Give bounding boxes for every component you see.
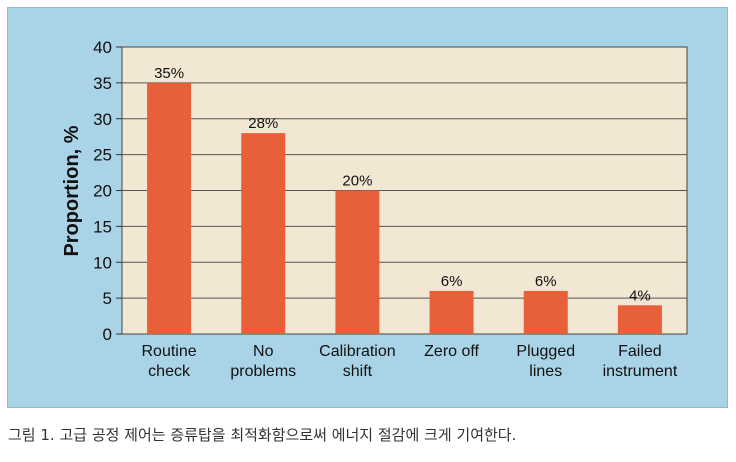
bar — [335, 190, 380, 334]
bar — [429, 290, 474, 334]
y-tick-label: 35 — [93, 74, 112, 93]
x-tick-label: Failed — [618, 343, 662, 360]
x-tick-label: No — [253, 343, 274, 360]
y-tick-label: 0 — [103, 325, 112, 344]
x-tick-label: lines — [529, 363, 562, 380]
bar-chart: 0 5 10 15 20 25 30 35 40 Routine check No problems C… — [61, 38, 688, 380]
y-axis-label: Proportion, % — [61, 125, 83, 256]
data-label: 4% — [629, 287, 651, 304]
figure-panel: 0 5 10 15 20 25 30 35 40 Routine check No problems C… — [7, 7, 728, 408]
data-label: 28% — [248, 115, 278, 132]
x-tick-label: Zero off — [424, 343, 479, 360]
y-tick-label: 15 — [93, 217, 112, 236]
figure-caption: 그림 1. 고급 공정 제어는 증류탑을 최적화함으로써 에너지 절감에 크게 … — [8, 426, 517, 444]
x-tick-label: problems — [230, 363, 296, 380]
x-tick-label: check — [148, 363, 191, 380]
bar — [523, 290, 568, 334]
bar — [147, 82, 192, 334]
x-tick-label: instrument — [603, 363, 678, 380]
y-tick-label: 40 — [93, 38, 112, 57]
y-tick-label: 30 — [93, 110, 112, 129]
bar — [241, 133, 286, 334]
y-tick-label: 25 — [93, 146, 112, 165]
x-tick-label: Plugged — [516, 343, 575, 360]
data-label: 6% — [441, 273, 463, 290]
y-tick-label: 10 — [93, 253, 112, 272]
x-tick-label: Calibration — [319, 343, 395, 360]
x-tick-label: Routine — [142, 343, 197, 360]
data-label: 35% — [154, 65, 184, 82]
x-tick-label: shift — [343, 363, 373, 380]
y-tick-label: 20 — [93, 182, 112, 201]
y-tick-label: 5 — [103, 289, 112, 308]
bar — [617, 305, 662, 334]
data-label: 6% — [535, 273, 557, 290]
data-label: 20% — [342, 173, 372, 190]
